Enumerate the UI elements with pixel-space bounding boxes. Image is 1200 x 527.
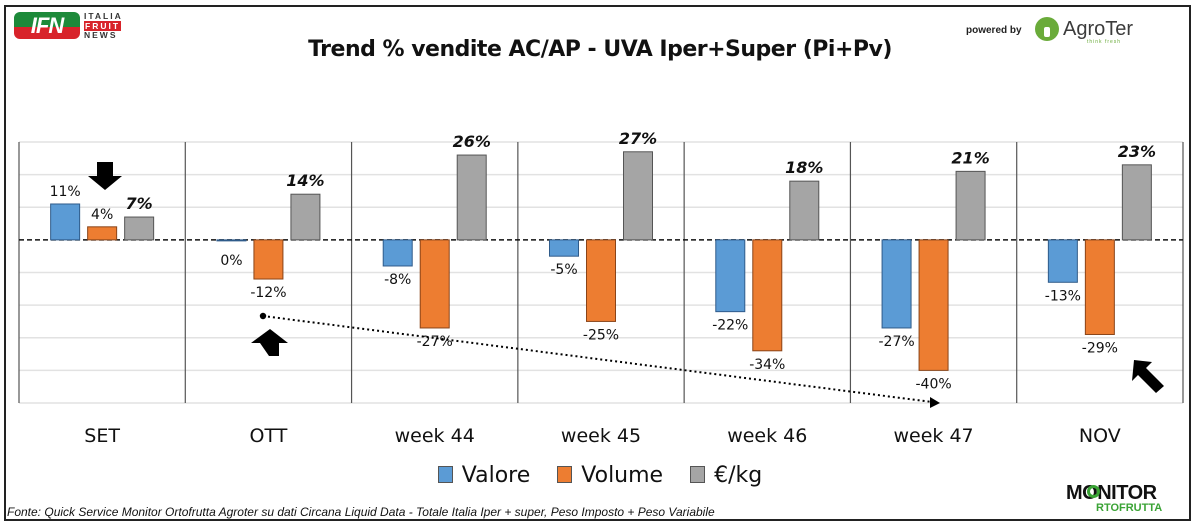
- bar-valore-3: [549, 239, 579, 257]
- data-label: 4%: [91, 207, 113, 223]
- arrow-down-icon: [88, 162, 122, 190]
- legend: Valore Volume €/kg: [0, 463, 1200, 488]
- ifn-word-italia: ITALIA: [84, 11, 123, 21]
- legend-label-valore: Valore: [461, 463, 531, 488]
- data-label: 26%: [453, 132, 491, 151]
- data-label: 27%: [619, 129, 657, 148]
- bar-valore-6: [1047, 239, 1078, 283]
- data-label: -8%: [384, 272, 411, 288]
- powered-by-label: powered by: [966, 25, 1022, 36]
- data-label: -13%: [1045, 288, 1081, 304]
- legend-label-volume: Volume: [581, 463, 664, 488]
- data-label: -25%: [583, 327, 619, 343]
- magnifier-icon: [1087, 485, 1100, 498]
- bar-valore-4: [715, 239, 746, 313]
- bar-volume-5: [918, 239, 949, 371]
- bar-volume-3: [586, 239, 616, 322]
- arrow-up-icon: [251, 329, 288, 356]
- bar-valore-5: [881, 239, 912, 329]
- data-label: 7%: [126, 194, 153, 213]
- bar-kg-6: [1121, 164, 1152, 241]
- trend-arrowhead-icon: [930, 397, 940, 408]
- category-label: week 47: [894, 425, 974, 447]
- category-label: NOV: [1079, 425, 1121, 447]
- data-label: -29%: [1082, 340, 1118, 356]
- bar-kg-2: [456, 154, 487, 241]
- legend-swatch-volume: [557, 466, 573, 483]
- bar-volume-1: [253, 239, 284, 280]
- legend-label-eur-kg: €/kg: [714, 463, 763, 488]
- data-label: -5%: [550, 262, 577, 278]
- tree-icon: [1035, 17, 1059, 41]
- monitor-ortofrutta-logo: MONITOR RTOFRUTTA: [1066, 482, 1186, 520]
- data-label: -34%: [749, 357, 785, 373]
- agroter-logo: AgroTer think fresh: [1035, 17, 1135, 45]
- category-label: week 46: [727, 425, 807, 447]
- bar-valore-0: [50, 203, 81, 241]
- category-label: week 45: [561, 425, 641, 447]
- ifn-logo: IFN ITALIA FRUIT NEWS: [14, 11, 126, 42]
- bar-valore-2: [382, 239, 413, 267]
- bar-volume-6: [1084, 239, 1115, 335]
- bar-kg-5: [955, 170, 986, 241]
- category-label: OTT: [250, 425, 288, 447]
- data-label: 23%: [1118, 142, 1156, 161]
- bar-kg-3: [623, 151, 653, 241]
- data-label: 0%: [220, 253, 242, 269]
- data-label: 18%: [785, 158, 823, 177]
- bar-volume-0: [87, 226, 118, 241]
- data-label: 21%: [951, 148, 989, 167]
- legend-item-eur-kg: €/kg: [690, 463, 762, 488]
- ifn-word-fruit: FRUIT: [84, 20, 122, 31]
- agroter-name: AgroTer: [1063, 18, 1134, 40]
- data-label: -27%: [417, 334, 453, 350]
- bar-valore-1: [216, 239, 247, 242]
- source-note: Fonte: Quick Service Monitor Ortofrutta …: [7, 505, 715, 519]
- chart-title: Trend % vendite AC/AP - UVA Iper+Super (…: [308, 37, 892, 62]
- data-label: -22%: [712, 318, 748, 334]
- ifn-logo-words: ITALIA FRUIT NEWS: [84, 11, 123, 41]
- agroter-tagline: think fresh: [1087, 39, 1122, 45]
- ifn-word-news: NEWS: [84, 30, 118, 40]
- data-label: -27%: [878, 334, 914, 350]
- ifn-logo-badge: IFN: [14, 12, 80, 39]
- bar-kg-0: [124, 216, 155, 241]
- arrow-up-left-icon: [1132, 360, 1164, 393]
- data-label: -12%: [250, 285, 286, 301]
- monitor-logo-line2: RTOFRUTTA: [1096, 502, 1163, 514]
- legend-swatch-eur-kg: [690, 466, 706, 483]
- bar-volume-4: [752, 239, 783, 352]
- legend-swatch-valore: [437, 466, 453, 483]
- category-label: week 44: [395, 425, 475, 447]
- legend-item-valore: Valore: [437, 463, 531, 488]
- data-label: -40%: [915, 376, 951, 392]
- category-label: SET: [84, 425, 120, 447]
- data-label: 11%: [50, 184, 81, 200]
- bar-kg-1: [290, 193, 321, 241]
- ifn-logo-text: IFN: [30, 13, 64, 38]
- bar-kg-4: [789, 180, 820, 241]
- bar-volume-2: [419, 239, 450, 329]
- legend-item-volume: Volume: [557, 463, 663, 488]
- data-label: 14%: [286, 171, 324, 190]
